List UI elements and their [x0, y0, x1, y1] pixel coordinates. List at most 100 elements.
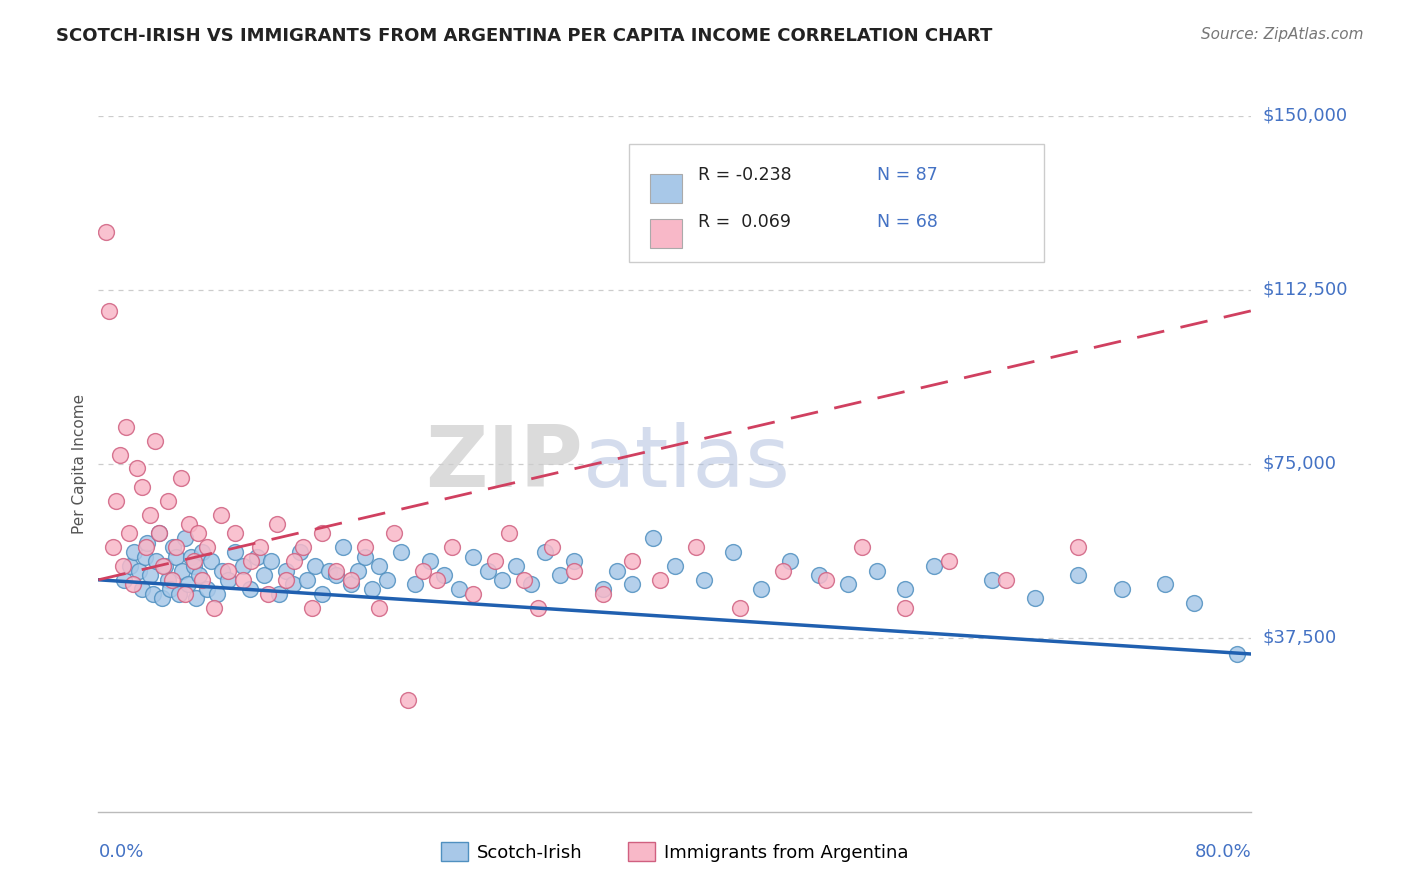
- Point: [260, 554, 283, 568]
- Point: [111, 558, 134, 573]
- Point: [311, 587, 333, 601]
- Point: [187, 526, 209, 541]
- Point: [520, 577, 543, 591]
- Point: [606, 564, 628, 578]
- Point: [120, 558, 142, 573]
- Point: [257, 587, 280, 601]
- Point: [148, 526, 170, 541]
- Point: [721, 545, 744, 559]
- Point: [165, 541, 187, 555]
- Point: [209, 508, 232, 522]
- Point: [304, 558, 326, 573]
- Point: [332, 541, 354, 555]
- Point: [283, 554, 305, 568]
- Point: [361, 582, 384, 596]
- Point: [240, 554, 263, 568]
- Point: [592, 582, 614, 596]
- Point: [97, 303, 120, 318]
- Text: R =  0.069: R = 0.069: [697, 212, 792, 231]
- Point: [368, 558, 391, 573]
- Point: [297, 573, 319, 587]
- Point: [1153, 577, 1175, 591]
- Point: [389, 545, 412, 559]
- Point: [318, 564, 340, 578]
- Point: [562, 564, 585, 578]
- Legend: Scotch-Irish, Immigrants from Argentina: Scotch-Irish, Immigrants from Argentina: [434, 835, 915, 869]
- Point: [122, 577, 145, 591]
- Point: [180, 549, 202, 564]
- Point: [866, 564, 889, 578]
- Point: [562, 554, 585, 568]
- Point: [1111, 582, 1133, 596]
- Point: [301, 600, 323, 615]
- Point: [186, 591, 208, 606]
- Point: [290, 545, 312, 559]
- Point: [922, 558, 945, 573]
- Point: [253, 568, 276, 582]
- Point: [162, 541, 184, 555]
- Point: [205, 587, 228, 601]
- Point: [177, 577, 200, 591]
- Point: [135, 541, 157, 555]
- Point: [382, 526, 405, 541]
- Text: $150,000: $150,000: [1263, 107, 1347, 125]
- Point: [131, 480, 153, 494]
- Point: [592, 587, 614, 601]
- Point: [179, 517, 201, 532]
- Point: [246, 549, 269, 564]
- Point: [505, 558, 527, 573]
- Point: [231, 573, 254, 587]
- Point: [292, 541, 315, 555]
- Point: [1067, 568, 1090, 582]
- Point: [274, 573, 297, 587]
- Point: [156, 573, 179, 587]
- Point: [217, 573, 239, 587]
- Point: [440, 541, 463, 555]
- Point: [131, 582, 153, 596]
- Point: [375, 573, 398, 587]
- Point: [266, 517, 288, 532]
- Point: [995, 573, 1018, 587]
- Point: [143, 434, 166, 448]
- Point: [224, 545, 246, 559]
- Point: [325, 564, 347, 578]
- Point: [167, 587, 190, 601]
- Point: [156, 494, 179, 508]
- Point: [426, 573, 449, 587]
- Point: [396, 693, 419, 707]
- Text: $75,000: $75,000: [1263, 455, 1337, 473]
- Point: [548, 568, 571, 582]
- Point: [807, 568, 830, 582]
- Point: [894, 582, 917, 596]
- Point: [183, 558, 205, 573]
- Text: $112,500: $112,500: [1263, 281, 1348, 299]
- Point: [128, 564, 150, 578]
- Point: [894, 600, 917, 615]
- Point: [134, 549, 156, 564]
- Text: N = 87: N = 87: [877, 166, 938, 184]
- Point: [104, 494, 127, 508]
- Point: [170, 564, 193, 578]
- Point: [325, 568, 347, 582]
- Point: [191, 545, 214, 559]
- Point: [101, 541, 124, 555]
- Point: [127, 461, 149, 475]
- Point: [150, 591, 173, 606]
- Point: [837, 577, 859, 591]
- Point: [152, 558, 174, 573]
- Point: [728, 600, 751, 615]
- Point: [938, 554, 960, 568]
- Point: [541, 541, 564, 555]
- Point: [650, 573, 672, 587]
- Text: SCOTCH-IRISH VS IMMIGRANTS FROM ARGENTINA PER CAPITA INCOME CORRELATION CHART: SCOTCH-IRISH VS IMMIGRANTS FROM ARGENTIN…: [56, 27, 993, 45]
- Point: [1182, 596, 1205, 610]
- Point: [498, 526, 520, 541]
- Point: [169, 471, 191, 485]
- Point: [412, 564, 434, 578]
- Point: [354, 541, 377, 555]
- Point: [477, 564, 499, 578]
- Point: [751, 582, 773, 596]
- Point: [191, 573, 214, 587]
- Text: 80.0%: 80.0%: [1195, 843, 1251, 861]
- Text: $37,500: $37,500: [1263, 629, 1337, 647]
